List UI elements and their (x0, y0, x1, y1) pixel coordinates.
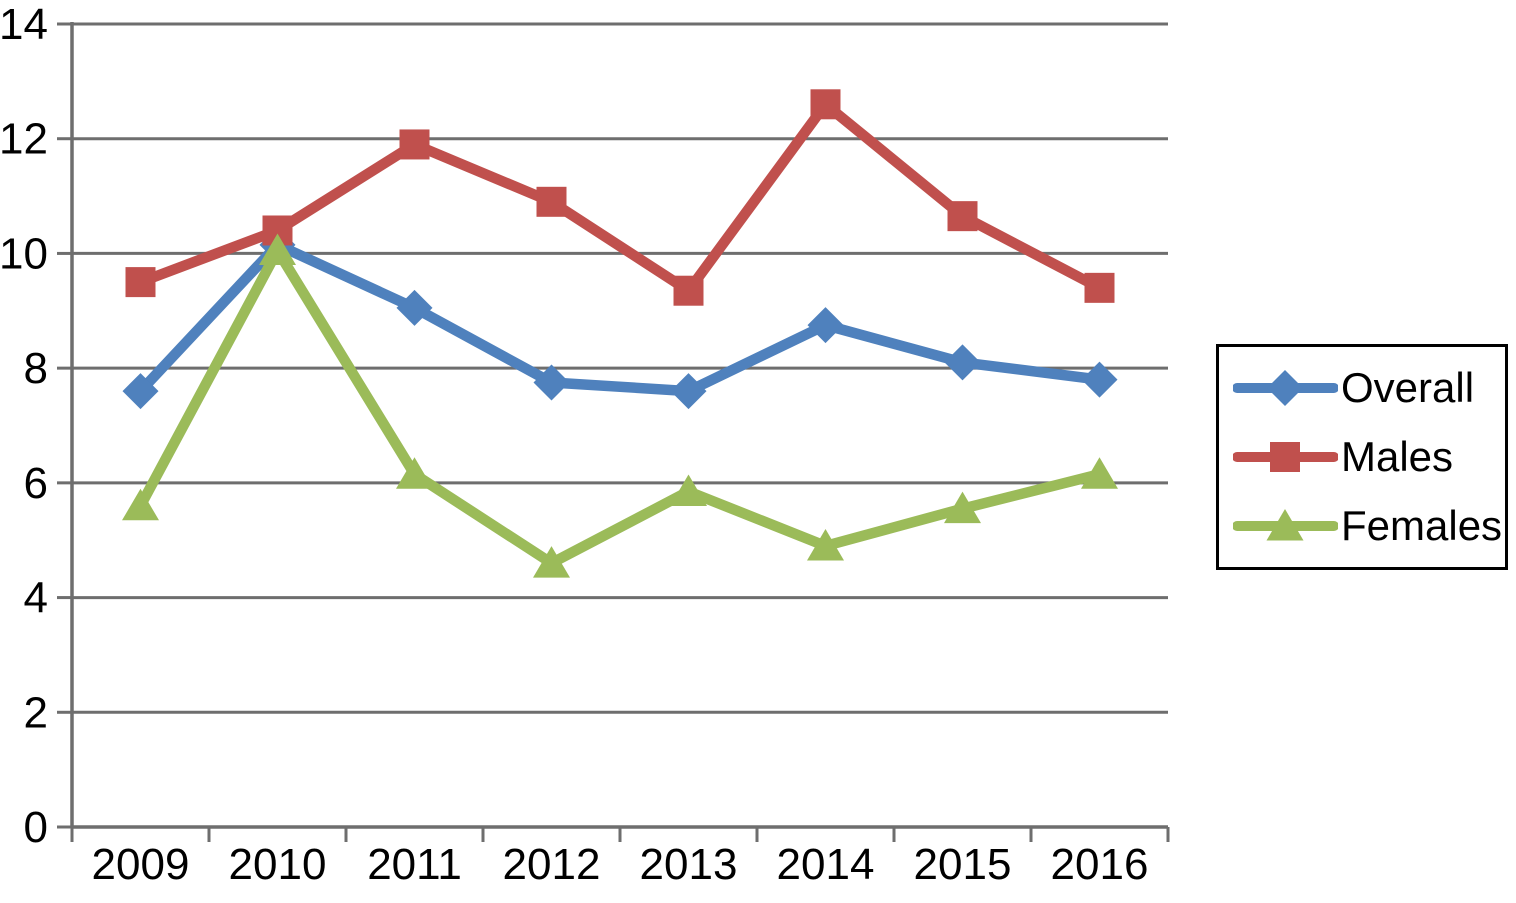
series-line (135, 239, 1105, 397)
y-axis-label: 6 (24, 459, 48, 508)
legend-label-overall: Overall (1341, 363, 1475, 411)
square-marker (1270, 441, 1300, 472)
series-females (122, 233, 1118, 578)
x-axis-label: 2015 (914, 840, 1012, 889)
triangle-marker (396, 457, 433, 489)
y-axis-label: 4 (24, 574, 48, 623)
triangle-marker (670, 474, 707, 506)
series-males (125, 89, 1115, 306)
y-axis-label: 2 (24, 688, 48, 737)
triangle-marker (1081, 457, 1118, 489)
square-marker (1084, 272, 1115, 303)
triangle-marker (807, 528, 844, 561)
triangle-marker (122, 488, 159, 521)
legend-label-males: Males (1341, 432, 1454, 480)
overall-line-diamond-icon (1233, 369, 1338, 406)
x-axis-label: 2014 (777, 840, 875, 889)
square-marker (536, 186, 567, 217)
legend-label-females: Females (1341, 502, 1503, 550)
square-marker (673, 275, 704, 306)
males-line-square-icon (1233, 441, 1338, 472)
diamond-marker (944, 344, 981, 381)
females-line-triangle-icon (1233, 509, 1338, 541)
x-axis-label: 2012 (503, 840, 601, 889)
legend-item-females: Females (1233, 505, 1505, 547)
legend-item-males: Males (1233, 432, 1505, 480)
series-line (135, 99, 1105, 296)
diamond-marker (1081, 361, 1118, 398)
triangle-marker (533, 546, 570, 578)
square-marker (399, 129, 430, 160)
x-axis-label: 2010 (229, 840, 327, 889)
diamond-marker (122, 373, 159, 410)
x-axis-label: 2016 (1051, 840, 1149, 889)
triangle-marker (1266, 509, 1304, 541)
legend-item-overall: Overall (1233, 363, 1505, 411)
diamond-marker (1267, 369, 1303, 406)
y-axis-label: 8 (24, 344, 48, 393)
diamond-marker (670, 373, 707, 410)
triangle-marker (944, 491, 981, 524)
triangle-marker (259, 233, 296, 266)
x-axis-label: 2011 (367, 840, 462, 889)
diamond-marker (396, 289, 433, 326)
diamond-marker (807, 307, 844, 344)
y-axis-label: 12 (0, 115, 48, 164)
diamond-marker (533, 364, 570, 401)
y-axis-label: 14 (0, 0, 48, 49)
square-marker (947, 201, 978, 232)
y-axis-label: 10 (0, 229, 48, 278)
square-marker (125, 267, 156, 298)
series-line (135, 245, 1105, 569)
legend: Overall Males Females (1216, 344, 1508, 570)
x-axis-label: 2009 (92, 840, 190, 889)
square-marker (810, 89, 841, 120)
x-axis-label: 2013 (640, 840, 738, 889)
y-axis-label: 0 (24, 803, 48, 852)
